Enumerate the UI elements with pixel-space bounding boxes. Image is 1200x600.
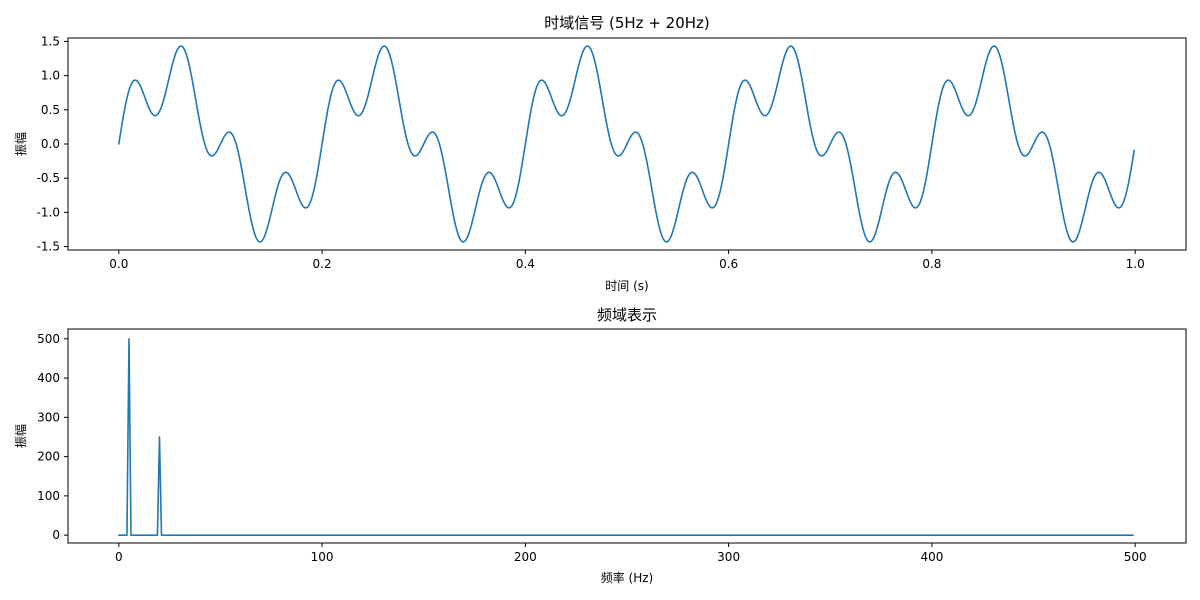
frequency-domain-y-axis: 500 400 300 200 100 0 xyxy=(37,332,68,542)
frequency-domain-x-tick-label: 300 xyxy=(717,550,740,564)
time-domain-series-line xyxy=(118,45,1135,243)
time-domain-y-tick-label: -1.5 xyxy=(37,240,60,254)
frequency-domain-y-tick-label: 400 xyxy=(37,371,60,385)
time-domain-x-tick-label: 0.2 xyxy=(313,257,332,271)
frequency-domain-x-tick-label: 500 xyxy=(1124,550,1147,564)
frequency-domain-x-tick-label: 0 xyxy=(115,550,123,564)
time-domain-x-tick-label: 0.8 xyxy=(922,257,941,271)
time-domain-y-tick-label: 1.5 xyxy=(41,34,60,48)
time-domain-y-axis-label: 振幅 xyxy=(13,132,28,156)
frequency-domain-y-tick-label: 500 xyxy=(37,332,60,346)
time-domain-x-axis-label: 时间 (s) xyxy=(605,279,648,293)
time-domain-x-tick-label: 0.6 xyxy=(719,257,738,271)
time-domain-x-tick-label: 0.0 xyxy=(109,257,128,271)
time-domain-y-tick-label: -1.0 xyxy=(37,205,60,219)
frequency-domain-x-tick-label: 200 xyxy=(514,550,537,564)
time-domain-x-axis: 0.0 0.2 0.4 0.6 0.8 1.0 xyxy=(109,250,1145,271)
frequency-domain-y-axis-label: 振幅 xyxy=(13,424,28,448)
time-domain-x-tick-label: 0.4 xyxy=(516,257,535,271)
time-domain-y-tick-label: 0.5 xyxy=(41,103,60,117)
time-domain-y-axis: 1.5 1.0 0.5 0.0 -0.5 -1.0 -1.5 xyxy=(37,34,68,254)
time-domain-y-tick-label: 0.0 xyxy=(41,137,60,151)
frequency-domain-title: 频域表示 xyxy=(597,306,657,324)
time-domain-y-tick-label: 1.0 xyxy=(41,69,60,83)
time-domain-title: 时域信号 (5Hz + 20Hz) xyxy=(544,14,710,32)
frequency-domain-x-tick-label: 100 xyxy=(311,550,334,564)
frequency-domain-chart: 频域表示 0 100 200 300 400 500 500 400 300 200 100 0 频… xyxy=(13,306,1187,585)
frequency-domain-x-axis-label: 频率 (Hz) xyxy=(601,570,654,585)
frequency-domain-y-tick-label: 100 xyxy=(37,489,60,503)
frequency-domain-x-axis: 0 100 200 300 400 500 xyxy=(115,543,1147,564)
frequency-domain-y-tick-label: 0 xyxy=(52,528,60,542)
frequency-domain-plot-frame xyxy=(67,328,1187,544)
frequency-domain-y-tick-label: 200 xyxy=(37,450,60,464)
time-domain-chart: 时域信号 (5Hz + 20Hz) 0.0 0.2 0.4 0.6 0.8 1.0 1.5… xyxy=(13,14,1187,293)
frequency-domain-series-line xyxy=(118,338,1134,536)
frequency-domain-x-tick-label: 400 xyxy=(920,550,943,564)
time-domain-y-tick-label: -0.5 xyxy=(37,171,60,185)
frequency-domain-y-tick-label: 300 xyxy=(37,410,60,424)
time-domain-x-tick-label: 1.0 xyxy=(1126,257,1145,271)
